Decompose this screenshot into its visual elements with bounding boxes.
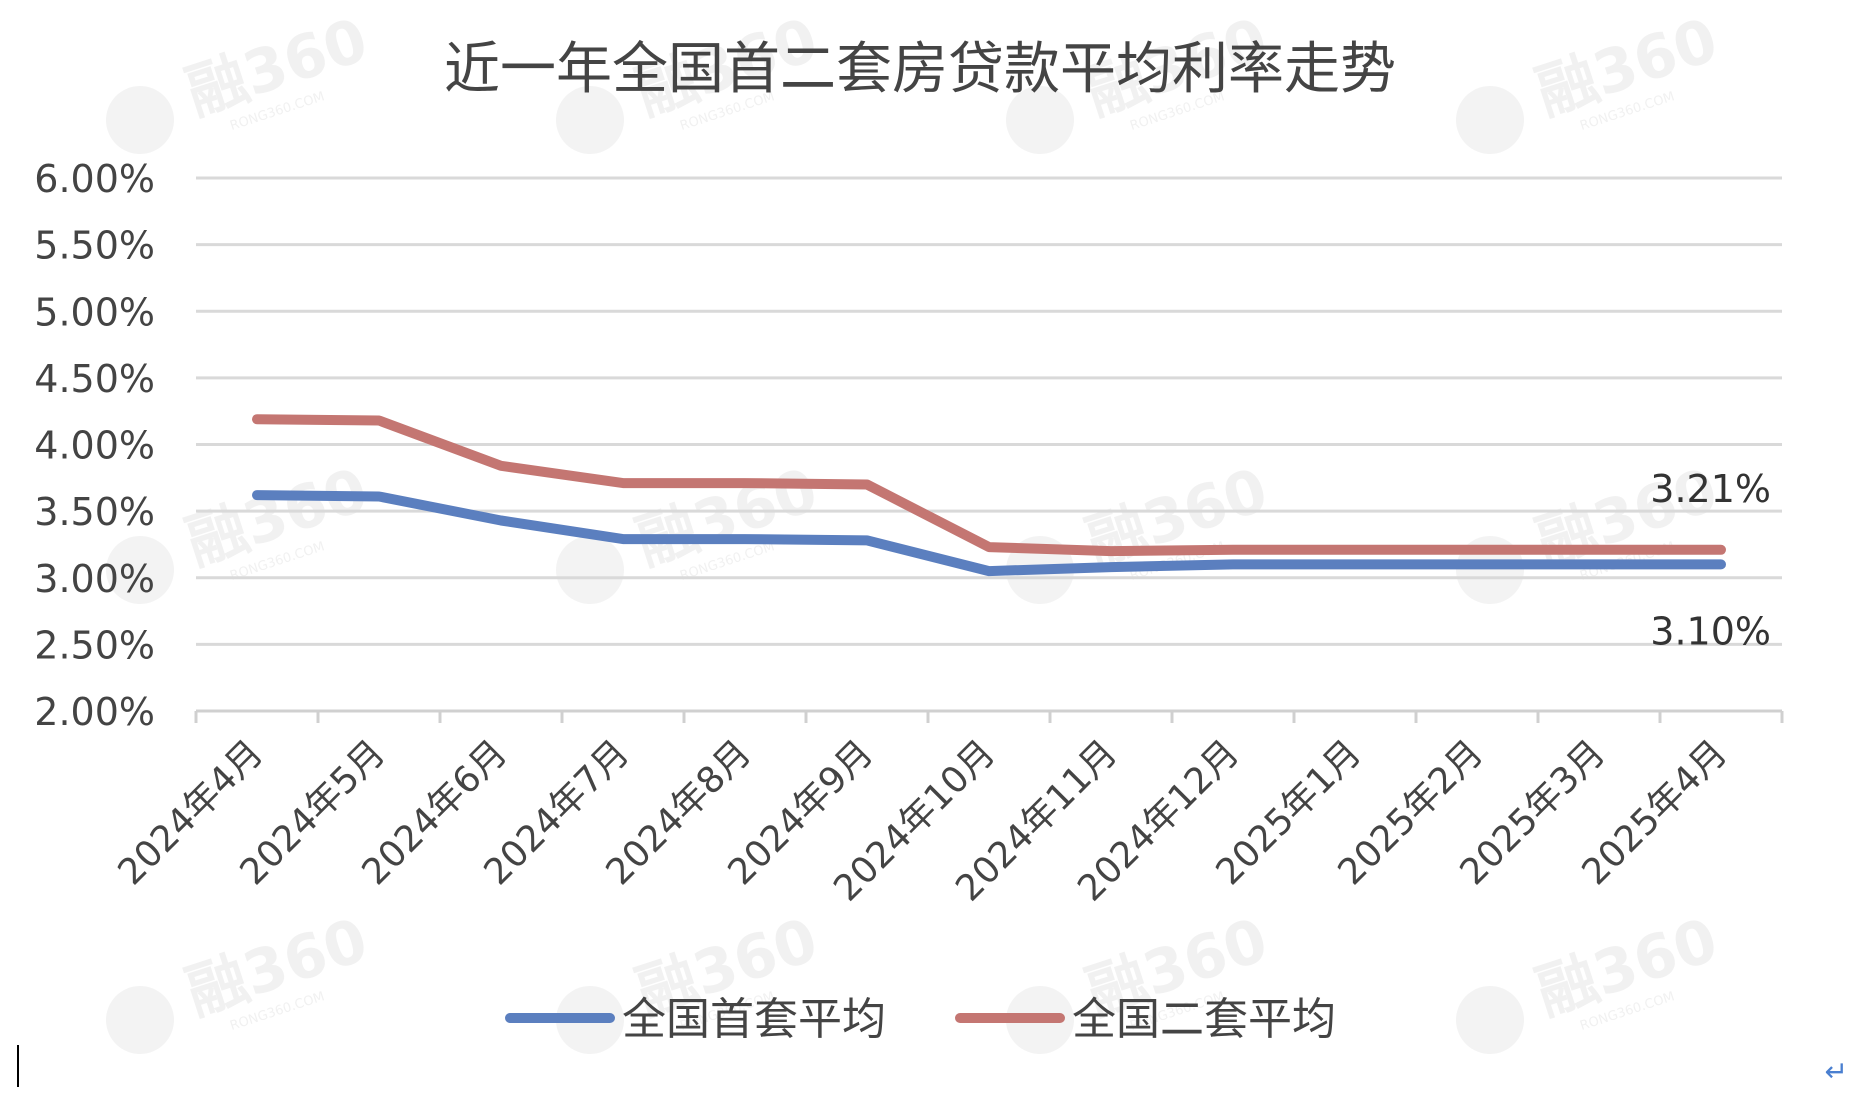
watermark-logo-icon [1456,86,1524,154]
y-tick-label: 4.50% [34,357,155,401]
y-tick-label: 6.00% [34,157,155,201]
y-tick-label: 5.00% [34,290,155,334]
watermark-logo-icon [106,986,174,1054]
watermark-logo-icon [556,536,624,604]
legend-label: 全国二套平均 [1072,994,1336,1045]
watermark-logo-icon [1456,986,1524,1054]
y-tick-label: 3.50% [34,490,155,534]
watermark-logo-icon [106,536,174,604]
y-axis-ticks: 2.00% 2.50% 3.00% 3.50% 4.00% 4.50% 5.00% 5.50%… [34,157,155,734]
y-tick-label: 5.50% [34,224,155,268]
series-layer [252,414,1726,577]
y-tick-label: 4.00% [34,424,155,468]
series-line-first-home [252,490,1726,577]
y-tick-label: 2.50% [34,623,155,667]
chart-title: 近一年全国首二套房贷款平均利率走势 [444,37,1396,102]
watermark-logo-icon [1456,536,1524,604]
watermark-logo-icon [106,86,174,154]
y-tick-label: 3.00% [34,557,155,601]
x-axis-ticks: 2024年4月2024年5月2024年6月2024年7月2024年8月2024年… [110,732,1735,909]
watermark-logo-icon [556,86,624,154]
legend: 全国首套平均 全国二套平均 [505,994,1336,1045]
watermark-logo-icon [1006,86,1074,154]
y-tick-label: 2.00% [34,690,155,734]
text-cursor [17,1045,19,1087]
data-label-second-home: 3.21% [1650,467,1771,511]
data-label-first-home: 3.10% [1650,609,1771,653]
legend-label: 全国首套平均 [622,994,886,1045]
return-arrow-icon: ↵ [1824,1055,1848,1088]
series-line-second-home [252,414,1726,557]
x-axis [194,709,1784,723]
data-labels: 3.10% 3.21% [1650,467,1771,654]
